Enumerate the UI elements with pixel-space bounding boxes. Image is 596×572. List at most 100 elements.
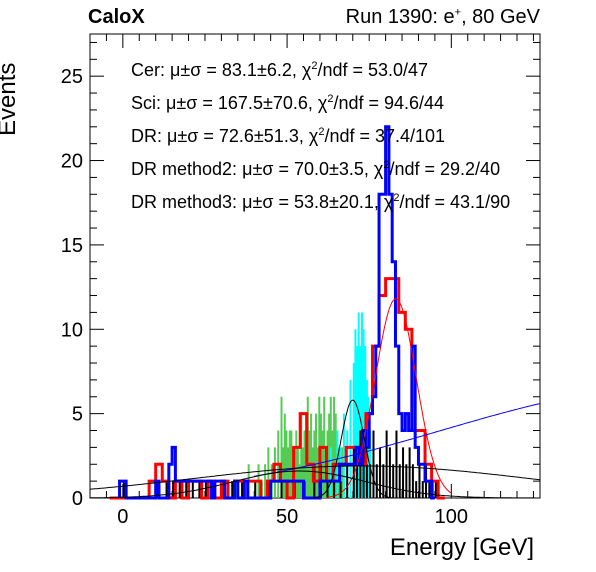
histogram-bar	[418, 464, 421, 498]
x-tick-label: 50	[276, 506, 298, 528]
run-label: Run 1390: e+, 80 GeV	[346, 6, 540, 29]
histogram-bar	[172, 481, 175, 498]
legend-entry-sci: Sci: μ±σ = 167.5±70.6, χ2/ndf = 94.6/44	[131, 85, 510, 118]
histogram-bar	[288, 430, 291, 498]
histogram-bar	[333, 396, 336, 498]
histogram-bar	[360, 312, 363, 498]
histogram-bar	[388, 447, 391, 498]
histogram-bar	[372, 430, 375, 498]
histogram-step	[118, 125, 435, 500]
histogram-bar	[392, 464, 395, 498]
legend-chi-sup: 2	[393, 192, 400, 204]
legend-chi-value: /ndf = 37.4/101	[324, 126, 446, 146]
histogram-bar	[283, 413, 286, 498]
legend: Cer: μ±σ = 83.1±6.2, χ2/ndf = 53.0/47 Sc…	[131, 52, 510, 217]
histogram-bar	[408, 447, 411, 498]
histogram-bar	[300, 413, 303, 498]
histogram-bar	[321, 430, 324, 498]
legend-chi: χ	[373, 159, 384, 179]
histogram-bar	[428, 481, 431, 498]
histogram-bar	[303, 430, 306, 498]
histogram-bar	[178, 481, 181, 498]
histogram-bar	[329, 447, 332, 498]
histogram-bar	[165, 481, 168, 498]
legend-chi-value: /ndf = 53.0/47	[317, 60, 429, 80]
histogram-bar	[352, 363, 355, 498]
legend-chi-value: /ndf = 94.6/44	[333, 93, 445, 113]
histogram-bar	[241, 481, 244, 498]
legend-stat: μ±σ = 167.5±70.6,	[166, 93, 313, 113]
histogram-bar	[434, 481, 437, 498]
histogram-bar	[254, 481, 257, 498]
histogram-bar	[385, 430, 388, 498]
x-axis-label: Energy [GeV]	[389, 534, 534, 561]
legend-stat: μ±σ = 83.1±6.2,	[170, 60, 297, 80]
run-label-suffix: , 80 GeV	[461, 6, 540, 28]
y-tick-label: 25	[61, 66, 83, 88]
histogram-bar	[204, 481, 207, 498]
x-tick-label: 100	[435, 506, 468, 528]
histogram-bar	[290, 430, 293, 498]
histogram-bar	[421, 481, 424, 498]
histogram-bar	[264, 464, 267, 498]
y-tick-label: 5	[72, 404, 83, 426]
run-label-sup: +	[454, 6, 462, 19]
legend-stat: μ±σ = 70.0±3.5,	[242, 159, 369, 179]
legend-chi-sup: 2	[318, 126, 325, 138]
histogram-bar	[267, 447, 270, 498]
histogram-bar	[296, 447, 299, 498]
legend-label: DR method2:	[131, 159, 238, 179]
histogram-bar	[328, 413, 331, 498]
histogram-bar	[280, 481, 283, 498]
legend-entry-dr-method3: DR method3: μ±σ = 53.8±20.1, χ2/ndf = 43…	[131, 184, 510, 217]
y-tick-label: 0	[72, 488, 83, 510]
x-tick-label: 0	[117, 506, 128, 528]
fit-curve	[326, 298, 452, 498]
histogram-bar	[333, 481, 336, 498]
histogram-bar	[356, 346, 359, 498]
histogram-bar	[295, 430, 298, 498]
histogram-bar	[369, 464, 372, 498]
histogram-bar	[357, 312, 360, 498]
histogram-bar	[282, 447, 285, 498]
legend-entry-dr: DR: μ±σ = 72.6±51.3, χ2/ndf = 37.4/101	[131, 118, 510, 151]
legend-chi-sup: 2	[311, 60, 318, 72]
histogram-bar	[398, 464, 401, 498]
chart-label-calox: CaloX	[88, 6, 145, 28]
histogram-bar	[354, 329, 357, 498]
legend-label: Sci:	[131, 93, 162, 113]
histogram-bar	[287, 447, 290, 498]
histogram-bar	[405, 464, 408, 498]
histogram-bar	[379, 447, 382, 498]
histogram-bar	[339, 481, 342, 498]
legend-chi-sup: 2	[327, 93, 334, 105]
histogram-bar	[359, 346, 362, 498]
histogram-bar	[395, 430, 398, 498]
histogram-bar	[375, 464, 378, 498]
histogram-bar	[402, 447, 405, 498]
legend-stat: μ±σ = 53.8±20.1,	[242, 192, 379, 212]
histogram-bar	[316, 447, 319, 498]
histogram-bar	[285, 430, 288, 498]
histogram-bar	[341, 447, 344, 498]
legend-chi: χ	[383, 192, 394, 212]
legend-chi-sup: 2	[383, 159, 390, 171]
fit-curve	[90, 470, 540, 499]
histogram-bar	[185, 481, 188, 498]
histogram-bar	[362, 447, 365, 498]
legend-label: Cer:	[131, 60, 166, 80]
histogram-bar	[382, 464, 385, 498]
y-tick-label: 15	[61, 235, 83, 257]
y-tick-label: 20	[61, 151, 83, 173]
histogram-bar	[334, 413, 337, 498]
histogram-bar	[362, 329, 365, 498]
legend-chi: χ	[308, 126, 319, 146]
fit-curve	[313, 399, 393, 499]
legend-entry-dr-method2: DR method2: μ±σ = 70.0±3.5, χ2/ndf = 29.…	[131, 151, 510, 184]
legend-entry-cer: Cer: μ±σ = 83.1±6.2, χ2/ndf = 53.0/47	[131, 52, 510, 85]
histogram-bar	[231, 481, 234, 498]
histogram-bar	[415, 481, 418, 498]
legend-label: DR method3:	[131, 192, 238, 212]
legend-chi-value: /ndf = 43.1/90	[399, 192, 511, 212]
